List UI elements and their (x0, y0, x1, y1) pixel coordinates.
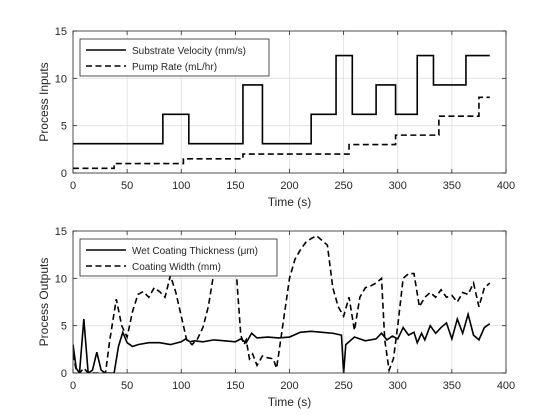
series-line-1 (73, 54, 490, 145)
x-axis-label: Time (s) (268, 195, 312, 209)
x-tick-label: 250 (334, 380, 352, 392)
x-tick-label: 400 (497, 180, 515, 192)
series-line-2 (73, 234, 491, 373)
legend-label-2: Coating Width (mm) (132, 262, 221, 273)
y-tick-label: 0 (61, 368, 67, 380)
x-tick-label: 0 (70, 180, 76, 192)
y-tick-label: 10 (55, 273, 67, 285)
y-tick-label: 15 (55, 26, 67, 38)
x-tick-label: 150 (226, 380, 244, 392)
x-tick-label: 400 (497, 380, 515, 392)
y-tick-label: 5 (61, 121, 67, 133)
legend: Substrate Velocity (mm/s) Pump Rate (mL/h… (79, 38, 270, 77)
x-tick-label: 100 (172, 180, 190, 192)
y-tick-label: 0 (61, 168, 67, 180)
x-tick-label: 100 (172, 380, 190, 392)
y-tick-label: 5 (61, 321, 67, 333)
x-tick-label: 200 (280, 380, 298, 392)
x-tick-label: 50 (121, 180, 133, 192)
x-tick-label: 350 (443, 380, 461, 392)
y-axis-label: Process Outputs (37, 258, 51, 347)
series-line-1 (73, 311, 491, 373)
x-axis-label: Time (s) (268, 395, 312, 409)
x-tick-label: 350 (443, 180, 461, 192)
x-tick-label: 0 (70, 380, 76, 392)
process-inputs-chart: 0 50 100 150 200 250 300 350 400 0 5 10 15 Time (s) Pr… (37, 26, 515, 209)
x-tick-label: 300 (389, 380, 407, 392)
y-tick-label: 10 (55, 73, 67, 85)
x-tick-label: 200 (280, 180, 298, 192)
legend-label-1: Wet Coating Thickness (μm) (132, 246, 258, 257)
x-tick-label: 50 (121, 380, 133, 392)
legend-label-1: Substrate Velocity (mm/s) (132, 46, 246, 57)
series-line-2 (73, 96, 490, 170)
y-tick-label: 15 (55, 226, 67, 238)
legend: Wet Coating Thickness (μm) Coating Width … (79, 238, 278, 277)
legend-label-2: Pump Rate (mL/hr) (132, 62, 217, 73)
legend-box (79, 38, 270, 77)
x-tick-label: 150 (226, 180, 244, 192)
process-outputs-chart: 0 50 100 150 200 250 300 350 400 0 5 10 15 Time (s) Pr… (37, 226, 515, 409)
y-axis-label: Process Inputs (37, 62, 51, 141)
x-tick-label: 250 (334, 180, 352, 192)
x-tick-label: 300 (389, 180, 407, 192)
legend-box (79, 238, 278, 277)
